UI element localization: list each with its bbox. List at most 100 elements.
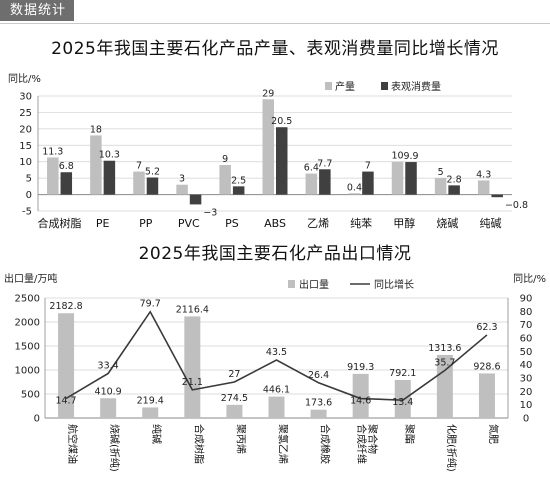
chart2-export-bar: [310, 409, 327, 418]
chart1-x-tick-label: 乙烯: [307, 217, 329, 230]
chart1-data-label: 10.3: [99, 150, 120, 161]
chart1-bar-consumption: [146, 177, 159, 195]
chart2-right-tick-label: 80: [520, 307, 533, 318]
chart2-export-combo-chart: 出口量/万吨 同比/% 0 500 1000 1500 2000 2500 0 10 20 30 40 5…: [4, 272, 546, 472]
chart1-bar-consumption: [189, 194, 202, 205]
chart2-line-data-label: 21.1: [182, 377, 203, 388]
chart2-x-tick-label: 航空煤油: [66, 424, 79, 464]
chart2-line-data-label: 13.4: [392, 397, 413, 408]
chart1-bar-output: [391, 161, 404, 195]
chart1-data-label: 7: [136, 161, 142, 172]
chart1-bar-output: [348, 193, 361, 195]
chart1-bar-consumption: [276, 127, 288, 195]
chart1-bar-output: [176, 184, 188, 195]
chart2-line-data-label: 26.4: [308, 370, 329, 381]
chart2-export-bar: [436, 354, 453, 418]
chart2-bar-data-label: 2116.4: [176, 304, 209, 315]
chart2-line-data-label: 35.7: [434, 357, 455, 368]
chart1-legend-swatch-consumption: [381, 82, 388, 90]
chart1-data-label: 6.8: [59, 161, 74, 172]
chart2-x-tick-label: 聚氯乙烯: [277, 424, 290, 464]
chart1-bar-output: [219, 165, 231, 195]
chart1-y-tick-label: 5: [26, 174, 32, 185]
chart2-right-axis-label: 同比/%: [513, 273, 546, 285]
chart1-y-tick-label: 0: [26, 190, 32, 201]
chart1-bar-output: [90, 135, 102, 195]
chart2-export-bar: [142, 407, 159, 418]
chart1-data-label: −3: [203, 207, 217, 218]
chart1-bar-output: [47, 157, 59, 195]
chart1-y-tick-label: 15: [19, 141, 32, 152]
chart1-data-label: 5.2: [145, 166, 160, 177]
chart2-right-tick-label: 0: [523, 414, 529, 425]
chart2-left-tick-label: 2500: [15, 294, 40, 305]
chart1-bar-consumption: [60, 172, 73, 195]
chart1-data-label: 10: [391, 151, 403, 162]
chart1-data-label: 2.8: [447, 174, 462, 185]
chart2-line-data-label: 27: [228, 369, 240, 380]
chart1-bar-output: [133, 171, 145, 195]
chart1-data-label: 3: [179, 174, 185, 185]
chart2-right-tick-label: 40: [520, 360, 533, 371]
chart1-data-label: 0.4: [347, 182, 362, 193]
chart2-bar-data-label: 1313.6: [428, 343, 461, 354]
chart2-export-bar: [226, 404, 243, 418]
chart2-x-tick-label: 合成纤维: [355, 424, 368, 464]
chart2-right-tick-label: 50: [520, 347, 533, 358]
tag-divider: [0, 23, 550, 24]
chart1-data-label: 18: [90, 124, 102, 135]
chart2-export-bar: [394, 379, 411, 418]
chart2-x-tick-label: 聚合物: [366, 424, 379, 454]
chart1-bar-output: [262, 99, 274, 195]
chart2-bar-data-label: 2182.8: [49, 301, 82, 312]
chart2-right-tick-label: 60: [520, 334, 533, 345]
chart2-line-data-label: 14.6: [350, 396, 371, 407]
chart2-right-tick-label: 10: [520, 400, 533, 411]
chart1-y-axis-label: 同比/%: [8, 73, 41, 85]
chart2-line-data-label: 33.4: [98, 360, 119, 371]
chart1-data-label: 7: [365, 161, 371, 172]
chart1-y-tick-label: 25: [19, 108, 32, 119]
chart1-legend-swatch-output: [325, 82, 332, 90]
chart2-x-tick-label: 聚酯: [403, 424, 415, 444]
chart1-bar-consumption: [448, 185, 460, 195]
chart2-left-tick-label: 2000: [15, 318, 40, 329]
chart1-bar-consumption: [405, 162, 417, 195]
chart1-y-tick-label: 10: [19, 157, 32, 168]
chart2-export-bar: [184, 316, 201, 418]
chart2-bar-data-label: 928.6: [473, 361, 500, 372]
chart1-y-tick-label: 20: [19, 124, 32, 135]
chart1-x-tick-label: PP: [139, 217, 153, 230]
chart1-data-label: 5: [438, 167, 444, 178]
chart1-bar-consumption: [232, 186, 245, 195]
chart2-x-tick-label: 烧碱(折纯): [108, 424, 121, 472]
chart2-export-bar: [478, 373, 495, 418]
chart2-left-tick-label: 0: [34, 414, 40, 425]
chart1-legend-label-output: 产量: [335, 80, 355, 93]
chart2-bar-data-label: 219.4: [137, 395, 164, 406]
chart2-export-bar: [352, 373, 369, 418]
chart2-x-tick-label: 氮肥: [487, 424, 500, 444]
chart2-right-tick-label: 30: [520, 374, 533, 385]
chart1-bar-consumption: [491, 194, 503, 198]
chart2-x-tick-label: 合成树脂: [192, 424, 205, 464]
chart2-line-data-label: 14.7: [55, 395, 76, 406]
chart1-bar-output: [305, 173, 318, 195]
chart2-left-tick-label: 1500: [15, 342, 40, 353]
chart1-growth-bar-chart: 同比/%-505101520253011.36.8合成树脂1810.3PE75.…: [8, 73, 528, 230]
chart2-left-axis-label: 出口量/万吨: [4, 272, 57, 285]
chart1-data-label: 29: [262, 88, 274, 99]
chart2-export-bar: [100, 398, 117, 418]
section-tag: 数据统计: [0, 0, 75, 21]
chart2-left-tick-label: 1000: [15, 366, 40, 377]
chart1-data-label: 9: [222, 154, 228, 165]
chart1-data-label: 6.4: [304, 163, 319, 174]
chart1-data-label: 20.5: [271, 116, 292, 127]
chart1-x-tick-label: 合成树脂: [38, 216, 82, 230]
chart1-legend-label-consumption: 表观消费量: [391, 80, 441, 93]
chart1-data-label: 11.3: [42, 146, 63, 157]
chart2-x-tick-label: 纯碱: [150, 424, 163, 444]
chart1-x-tick-label: PVC: [178, 217, 200, 230]
chart2-x-tick-label: 合成橡胶: [319, 424, 332, 464]
chart2-bar-data-label: 792.1: [389, 368, 416, 379]
